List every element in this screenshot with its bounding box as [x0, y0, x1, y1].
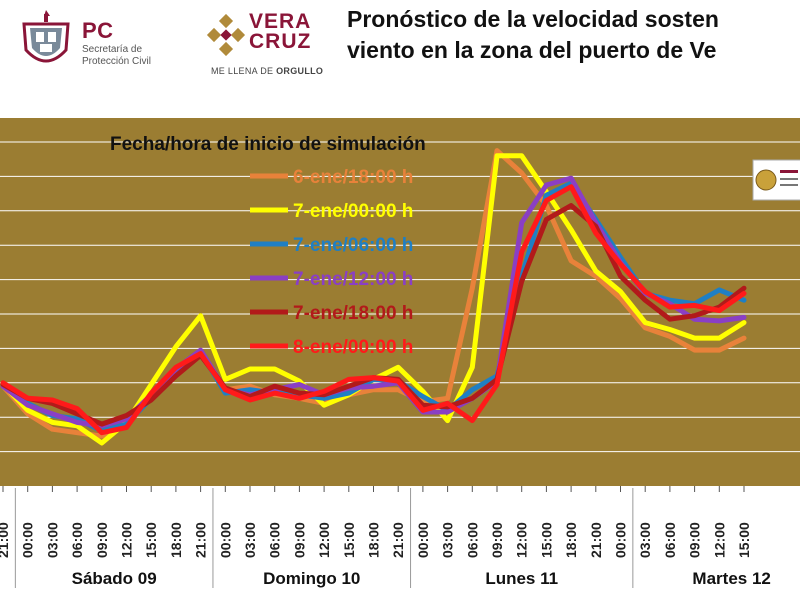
- wind-speed-line-chart: 21:00 00:00 03:00 06:00 09:00 12:00 15:00 18:00…: [0, 118, 800, 588]
- day-label: Martes 12: [692, 569, 770, 588]
- x-tick-label: 12:00: [316, 522, 332, 558]
- x-tick-label: 21:00: [193, 522, 209, 558]
- x-tick-label: 12:00: [514, 522, 530, 558]
- page-title: Pronóstico de la velocidad sosten viento…: [347, 6, 719, 63]
- chart: 21:00 00:00 03:00 06:00 09:00 12:00 15:00 18:00…: [0, 118, 800, 600]
- pc-logo: PC Secretaría de Protección Civil: [18, 6, 188, 76]
- legend-label: 8-ene/00:00 h: [293, 337, 413, 358]
- x-tick-label: 03:00: [242, 522, 258, 558]
- x-tick-label: 00:00: [415, 522, 431, 558]
- veracruz-pattern-icon: [206, 14, 246, 56]
- legend-label: 6-ene/18:00 h: [293, 167, 413, 188]
- x-tick-label: 18:00: [168, 522, 184, 558]
- header: PC Secretaría de Protección Civil VERA C…: [0, 0, 800, 92]
- day-labels: Sábado 09 Domingo 10 Lunes 11 Martes 12: [14, 488, 771, 588]
- x-tick-label: 21:00: [588, 522, 604, 558]
- x-tick-label: 18:00: [366, 522, 382, 558]
- x-tick-label: 09:00: [291, 522, 307, 558]
- x-tick-label: 06:00: [464, 522, 480, 558]
- legend: Fecha/hora de inicio de simulación 6-ene/…: [110, 134, 426, 358]
- x-tick-label: 06:00: [267, 522, 283, 558]
- day-label: Lunes 11: [485, 569, 558, 588]
- x-tick-label: 06:00: [69, 522, 85, 558]
- series-line: [0, 184, 747, 436]
- coat-of-arms-icon: [22, 10, 70, 63]
- x-tick-label: 21:00: [0, 522, 11, 558]
- legend-label: 7-ene/18:00 h: [293, 303, 413, 324]
- x-tick-label: 09:00: [687, 522, 703, 558]
- legend-label: 7-ene/00:00 h: [293, 201, 413, 222]
- legend-label: 7-ene/06:00 h: [293, 235, 413, 256]
- x-tick-label: 12:00: [711, 522, 727, 558]
- x-tick-label: 15:00: [143, 522, 159, 558]
- veracruz-tagline: ME LLENA DE ORGULLO: [211, 66, 324, 76]
- x-tick-label: 00:00: [217, 522, 233, 558]
- legend-label: 7-ene/12:00 h: [293, 269, 413, 290]
- x-tick-label: 09:00: [489, 522, 505, 558]
- series-lines: [0, 148, 747, 446]
- pc-subtitle: Secretaría de Protección Civil: [82, 44, 151, 67]
- x-tick-label: 15:00: [341, 522, 357, 558]
- watermark-logo: [752, 159, 800, 201]
- x-tick-label: 00:00: [613, 522, 629, 558]
- legend-title: Fecha/hora de inicio de simulación: [110, 134, 426, 155]
- x-tick-label: 06:00: [662, 522, 678, 558]
- x-tick-label: 15:00: [538, 522, 554, 558]
- veracruz-wordmark: VERA CRUZ: [249, 10, 312, 53]
- x-tick-label: 09:00: [94, 522, 110, 558]
- day-label: Domingo 10: [263, 569, 360, 588]
- veracruz-logo: VERA CRUZ ME LLENA DE ORGULLO: [205, 6, 325, 84]
- pc-title: PC: [82, 18, 114, 43]
- x-tick-label: 21:00: [390, 522, 406, 558]
- x-tick-label: 00:00: [20, 522, 36, 558]
- x-tick-label: 12:00: [119, 522, 135, 558]
- x-tick-label: 03:00: [44, 522, 60, 558]
- day-label: Sábado 09: [72, 569, 157, 588]
- x-tick-label: 03:00: [637, 522, 653, 558]
- x-axis-ticks: 21:00 00:00 03:00 06:00 09:00 12:00 15:00 18:00…: [0, 486, 752, 558]
- x-tick-label: 18:00: [563, 522, 579, 558]
- x-tick-label: 03:00: [440, 522, 456, 558]
- x-tick-label: 15:00: [736, 522, 752, 558]
